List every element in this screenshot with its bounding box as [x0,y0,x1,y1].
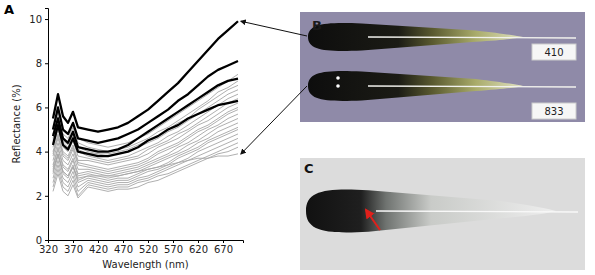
y-axis: 0 2 4 6 8 10 [29,9,48,246]
y-tick: 10 [29,14,48,25]
spectrum-line [53,110,238,172]
x-tick-mark [73,240,74,243]
spectrum-line [53,21,238,131]
feather [306,190,578,233]
y-tick-mark [45,240,48,241]
y-tick: 8 [36,58,48,69]
y-tick-mark [45,107,48,108]
panel-label: C [304,161,314,176]
feather-shaft [376,211,578,212]
pointer-arrow [366,210,380,230]
feather-shaft [368,86,576,87]
tag-box [532,44,576,60]
x-tick: 370 [64,240,83,255]
y-axis-title: Reflectance (%) [11,84,22,163]
y-tick-mark [45,63,48,64]
x-tick-mark [198,240,199,243]
x-tick-label: 370 [64,244,83,255]
x-tick: 670 [214,240,233,255]
y-tick: 6 [36,102,48,113]
tag-label: 410 [544,47,563,58]
x-tick-label: 520 [139,244,158,255]
spectrum-line [53,130,238,183]
y-tick-label: 4 [36,146,42,157]
y-tick-mark [45,19,48,20]
x-tick-label: 670 [214,244,233,255]
y-tick: 4 [36,146,48,157]
x-tick-mark [98,240,99,243]
y-tick: 2 [36,191,48,202]
x-tick-label: 420 [89,244,108,255]
x-tick: 420 [89,240,108,255]
x-tick-mark [173,240,174,243]
x-tick-label: 620 [189,244,208,255]
spectrum-line [53,114,238,174]
x-tick-mark [223,240,224,243]
spectrum-line [53,99,238,163]
feather [308,71,576,101]
x-axis-title: Wavelength (nm) [102,259,188,270]
feather-dot [336,76,340,80]
spectrum-line [53,101,238,156]
panel-c: C [300,158,585,270]
y-tick: 0 [36,235,48,246]
x-axis: 320 370 420 470 520 570 620 670 [39,240,244,255]
y-tick-label: 10 [29,14,42,25]
x-tick: 520 [139,240,158,255]
x-tick-label: 470 [114,244,133,255]
y-axis-line [45,9,49,241]
y-tick-label: 6 [36,102,42,113]
connector-arrow [241,86,307,154]
spectrum-line [53,143,238,196]
x-tick: 570 [164,240,183,255]
spectrum-line [53,79,238,152]
photo-background [300,12,585,122]
feather-dot [336,84,340,88]
feather-shaft [368,37,576,38]
x-tick-label: 570 [164,244,183,255]
y-tick-mark [45,152,48,153]
x-tick: 620 [189,240,208,255]
y-tick-label: 8 [36,58,42,69]
connector-arrow [241,21,307,36]
tag-box [532,103,576,119]
x-tick: 470 [114,240,133,255]
photo-background [300,158,585,270]
panel-label: A [4,2,14,17]
spectrum-line [53,61,238,143]
spectrum-line [53,154,238,178]
x-tick-mark [123,240,124,243]
y-tick-label: 2 [36,191,42,202]
panel-label: B [312,18,322,33]
figure: 320 370 420 470 520 570 620 670 0 2 4 6 8 10 Wavelengt… [0,0,595,275]
x-axis-line [49,241,244,244]
plot-area [53,21,238,198]
x-tick-label: 320 [39,244,58,255]
spectrum-line [53,147,238,198]
canvas: 320 370 420 470 520 570 620 670 0 2 4 6 8 10 Wavelengt… [0,0,595,275]
y-tick-label: 0 [36,235,42,246]
x-tick-mark [148,240,149,243]
y-tick-mark [45,196,48,197]
panel-b: 410 833 B [300,12,585,122]
tag-label: 833 [544,106,563,117]
